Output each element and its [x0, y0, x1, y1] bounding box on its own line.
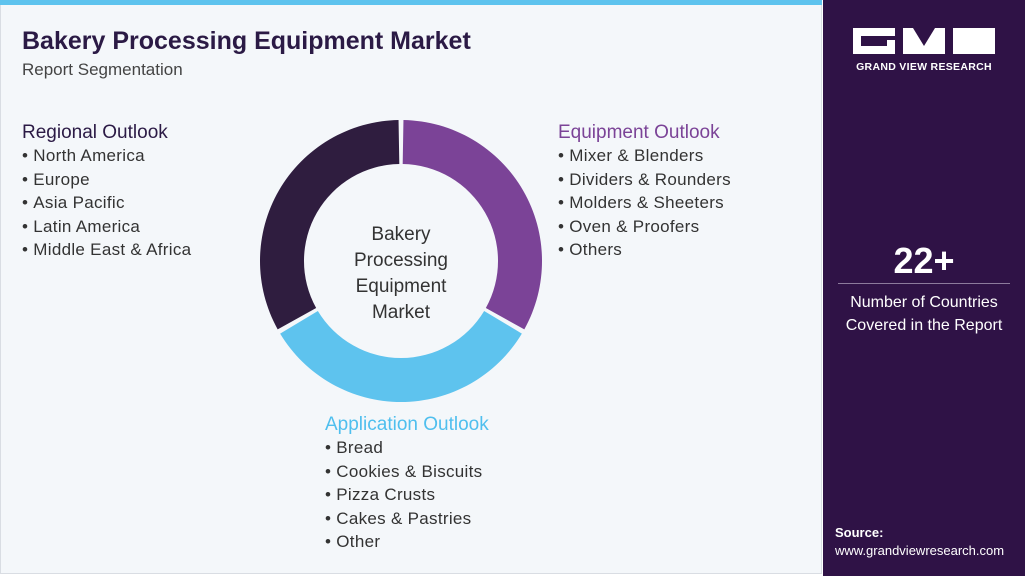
donut	[259, 120, 543, 402]
center-label: Bakery Processing Equipment Market	[354, 224, 448, 323]
donut-segment	[280, 310, 522, 402]
segment-item: Europe	[22, 168, 191, 192]
segment-block: Equipment OutlookMixer & BlendersDivider…	[558, 122, 731, 262]
segment-item: Pizza Crusts	[325, 483, 489, 507]
title: Bakery Processing Equipment Market	[22, 27, 471, 55]
segment-item: Cookies & Biscuits	[325, 460, 489, 484]
donut-segment	[259, 120, 400, 330]
side-panel	[823, 0, 1025, 576]
stat-label: Number of Countries Covered in the Repor…	[845, 294, 1003, 334]
segment-item: Molders & Sheeters	[558, 191, 731, 215]
logo-mark	[953, 28, 995, 54]
segment-list: Mixer & BlendersDividers & RoundersMolde…	[558, 144, 731, 262]
segment-item: Asia Pacific	[22, 191, 191, 215]
top-strip	[0, 0, 822, 5]
segment-item: North America	[22, 144, 191, 168]
source-label: Source:	[835, 525, 884, 540]
brand-name: GRAND VIEW RESEARCH	[856, 61, 992, 73]
segment-title: Equipment Outlook	[558, 122, 720, 143]
segment-item: Other	[325, 530, 489, 554]
source-url: www.grandviewresearch.com	[835, 543, 1005, 558]
logo	[853, 28, 995, 54]
segment-list: BreadCookies & BiscuitsPizza CrustsCakes…	[325, 436, 489, 554]
logo-mark	[903, 28, 945, 54]
segment-item: Mixer & Blenders	[558, 144, 731, 168]
segment-item: Middle East & Africa	[22, 238, 191, 262]
stat-value: 22+	[893, 240, 955, 281]
segment-title: Regional Outlook	[22, 122, 168, 143]
segment-item: Latin America	[22, 215, 191, 239]
segment-item: Oven & Proofers	[558, 215, 731, 239]
subtitle: Report Segmentation	[22, 60, 183, 79]
segment-title: Application Outlook	[325, 414, 489, 435]
segment-item: Cakes & Pastries	[325, 507, 489, 531]
segment-block: Regional OutlookNorth AmericaEuropeAsia …	[22, 122, 191, 262]
segment-item: Dividers & Rounders	[558, 168, 731, 192]
divider	[838, 283, 1010, 284]
logo-mark	[853, 28, 895, 54]
segment-block: Application OutlookBreadCookies & Biscui…	[325, 414, 489, 554]
segment-item: Bread	[325, 436, 489, 460]
segment-item: Others	[558, 238, 731, 262]
donut-segment	[402, 120, 543, 330]
segment-list: North AmericaEuropeAsia PacificLatin Ame…	[22, 144, 191, 262]
